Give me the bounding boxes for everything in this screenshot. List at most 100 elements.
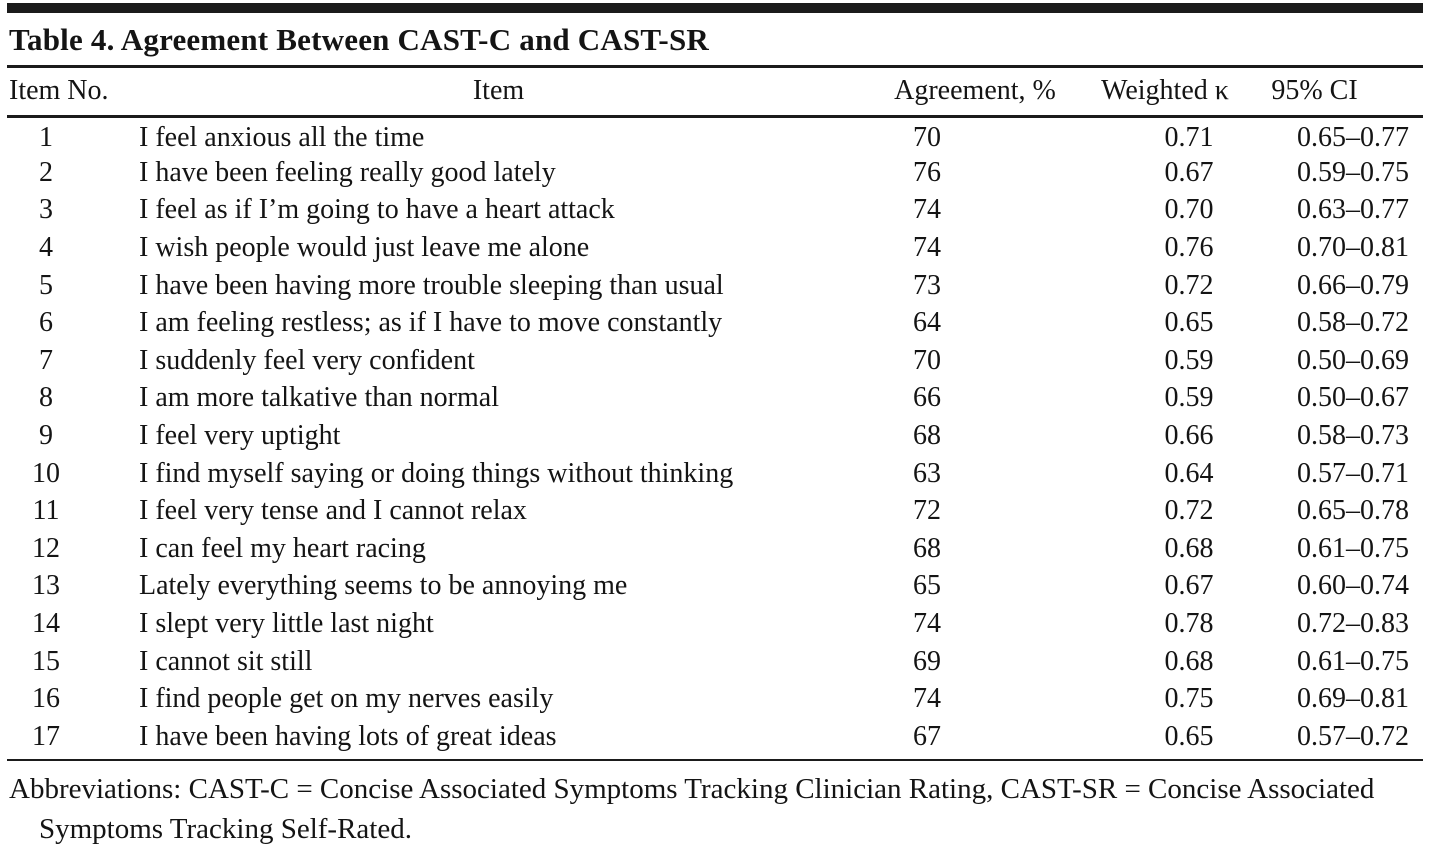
column-header-weighted-kappa: Weighted κ [1080, 68, 1250, 118]
table-row: 13 Lately everything seems to be annoyin… [7, 568, 1423, 606]
item-no-cell: 14 [32, 608, 60, 640]
ci-cell: 0.72–0.83 [1297, 608, 1409, 640]
item-no-cell: 11 [32, 495, 60, 527]
agreement-cell: 64 [913, 307, 941, 339]
item-text-cell: I have been feeling really good lately [139, 156, 556, 188]
kappa-cell: 0.72 [1164, 269, 1214, 301]
ci-cell: 0.50–0.67 [1297, 382, 1409, 414]
item-text-cell: I have been having lots of great ideas [139, 720, 557, 752]
kappa-cell: 0.67 [1164, 570, 1214, 602]
ci-cell: 0.57–0.71 [1297, 457, 1409, 489]
ci-cell: 0.65–0.77 [1297, 122, 1409, 154]
item-no-cell: 2 [39, 156, 53, 188]
item-text-cell: I feel anxious all the time [139, 122, 425, 154]
ci-cell: 0.61–0.75 [1297, 532, 1409, 564]
agreement-cell: 68 [913, 532, 941, 564]
table-row: 6 I am feeling restless; as if I have to… [7, 304, 1423, 342]
ci-cell: 0.70–0.81 [1297, 232, 1409, 264]
column-header-item: Item [127, 68, 870, 118]
agreement-cell: 69 [913, 645, 941, 677]
ci-cell: 0.63–0.77 [1297, 194, 1409, 226]
ci-cell: 0.50–0.69 [1297, 344, 1409, 376]
table-row: 10 I find myself saying or doing things … [7, 455, 1423, 493]
footnote-block: Abbreviations: CAST-C = Concise Associat… [7, 758, 1423, 847]
item-text-cell: I slept very little last night [139, 608, 434, 640]
item-no-cell: 1 [39, 122, 53, 154]
kappa-cell: 0.78 [1164, 608, 1214, 640]
item-no-cell: 8 [39, 382, 53, 414]
column-header-item-no: Item No. [7, 68, 127, 118]
table-row: 8 I am more talkative than normal 66 0.5… [7, 380, 1423, 418]
kappa-cell: 0.72 [1164, 495, 1214, 527]
item-text-cell: I feel very uptight [139, 420, 341, 452]
item-no-cell: 16 [32, 683, 60, 715]
table-row: 16 I find people get on my nerves easily… [7, 680, 1423, 718]
ci-cell: 0.61–0.75 [1297, 645, 1409, 677]
kappa-cell: 0.65 [1164, 720, 1214, 752]
table-row: 1 I feel anxious all the time 70 0.71 0.… [7, 117, 1423, 155]
kappa-cell: 0.65 [1164, 307, 1214, 339]
table-row: 2 I have been feeling really good lately… [7, 154, 1423, 192]
item-text-cell: I cannot sit still [139, 645, 313, 677]
kappa-cell: 0.76 [1164, 232, 1214, 264]
agreement-cell: 74 [913, 608, 941, 640]
item-no-cell: 15 [32, 645, 60, 677]
table-header: Item No. Item Agreement, % Weighted κ 95… [7, 68, 1423, 118]
agreement-cell: 65 [913, 570, 941, 602]
kappa-cell: 0.67 [1164, 156, 1214, 188]
agreement-cell: 76 [913, 156, 941, 188]
agreement-cell: 72 [913, 495, 941, 527]
kappa-cell: 0.70 [1164, 194, 1214, 226]
item-text-cell: I have been having more trouble sleeping… [139, 269, 724, 301]
agreement-cell: 73 [913, 269, 941, 301]
table-row: 9 I feel very uptight 68 0.66 0.58–0.73 [7, 417, 1423, 455]
agreement-cell: 70 [913, 344, 941, 376]
kappa-cell: 0.66 [1164, 420, 1214, 452]
item-text-cell: I suddenly feel very confident [139, 344, 475, 376]
table-row: 12 I can feel my heart racing 68 0.68 0.… [7, 530, 1423, 568]
item-text-cell: I feel as if I’m going to have a heart a… [139, 194, 615, 226]
item-no-cell: 9 [39, 420, 53, 452]
agreement-cell: 66 [913, 382, 941, 414]
kappa-cell: 0.68 [1164, 645, 1214, 677]
kappa-cell: 0.59 [1164, 382, 1214, 414]
table-body: 1 I feel anxious all the time 70 0.71 0.… [7, 117, 1423, 756]
table-row: 5 I have been having more trouble sleepi… [7, 267, 1423, 305]
table-row: 4 I wish people would just leave me alon… [7, 229, 1423, 267]
item-text-cell: I wish people would just leave me alone [139, 232, 590, 264]
item-no-cell: 4 [39, 232, 53, 264]
table-header-row: Item No. Item Agreement, % Weighted κ 95… [7, 68, 1423, 118]
agreement-cell: 67 [913, 720, 941, 752]
ci-cell: 0.57–0.72 [1297, 720, 1409, 752]
table-row: 3 I feel as if I’m going to have a heart… [7, 192, 1423, 230]
item-no-cell: 5 [39, 269, 53, 301]
agreement-cell: 70 [913, 122, 941, 154]
agreement-cell: 63 [913, 457, 941, 489]
ci-cell: 0.59–0.75 [1297, 156, 1409, 188]
item-no-cell: 3 [39, 194, 53, 226]
abbreviations-footnote: Abbreviations: CAST-C = Concise Associat… [9, 772, 1375, 845]
item-text-cell: I am more talkative than normal [139, 382, 499, 414]
column-header-agreement: Agreement, % [870, 68, 1080, 118]
agreement-cell: 74 [913, 232, 941, 264]
item-text-cell: I find people get on my nerves easily [139, 683, 554, 715]
kappa-cell: 0.75 [1164, 683, 1214, 715]
item-no-cell: 10 [32, 457, 60, 489]
table-row: 7 I suddenly feel very confident 70 0.59… [7, 342, 1423, 380]
kappa-cell: 0.59 [1164, 344, 1214, 376]
table-row: 17 I have been having lots of great idea… [7, 718, 1423, 756]
table-row: 15 I cannot sit still 69 0.68 0.61–0.75 [7, 643, 1423, 681]
item-no-cell: 17 [32, 720, 60, 752]
agreement-table: Item No. Item Agreement, % Weighted κ 9 5… [7, 68, 1423, 756]
table-row: 14 I slept very little last night 74 0.7… [7, 605, 1423, 643]
ci-cell: 0.58–0.73 [1297, 420, 1409, 452]
ci-cell: 0.66–0.79 [1297, 269, 1409, 301]
item-no-cell: 13 [32, 570, 60, 602]
ci-cell: 0.60–0.74 [1297, 570, 1409, 602]
item-text-cell: Lately everything seems to be annoying m… [139, 570, 628, 602]
item-text-cell: I am feeling restless; as if I have to m… [139, 307, 723, 339]
table-top-rule [7, 3, 1423, 13]
item-no-cell: 12 [32, 532, 60, 564]
kappa-cell: 0.68 [1164, 532, 1214, 564]
